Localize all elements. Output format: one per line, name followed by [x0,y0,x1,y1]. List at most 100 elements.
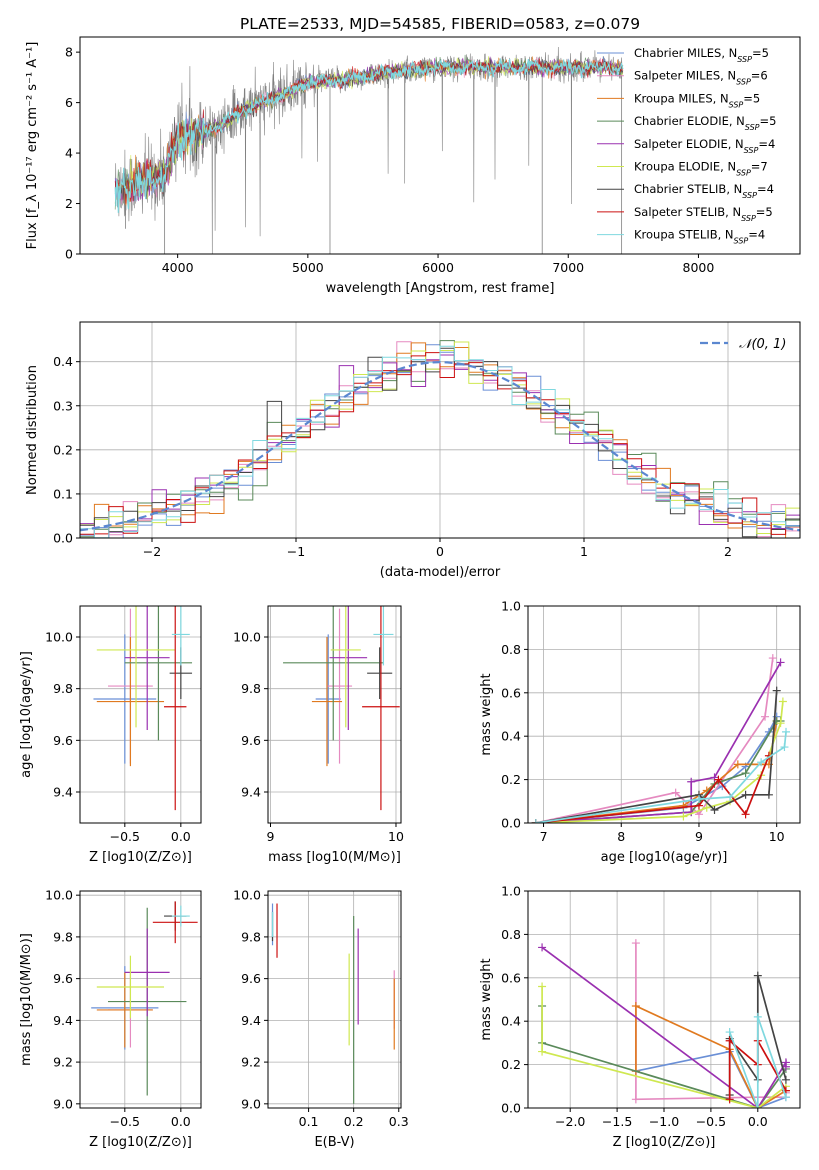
residual-histograms [80,340,800,538]
spectrum-model-line [114,58,624,213]
weight_vs_age-xtick-label: 9 [695,829,703,844]
weight_vs_age-ytick-label: 0.0 [501,816,521,831]
weight_vs_age-series [531,727,791,823]
weight_vs_Z-ytick-label: 1.0 [501,884,521,899]
age_vs_mass-ytick-label: 10.0 [233,630,261,645]
series-marker [710,805,719,814]
weight_vs_Z-ytick-label: 0.8 [501,927,521,942]
spectrum-xtick-label: 4000 [162,260,194,275]
series-line [535,690,778,823]
residual-legend: 𝒩(0, 1) [700,337,786,352]
mass_vs_Z-points [91,901,198,1096]
legend-entry: Kroupa STELIB, NSSP=4 [634,228,765,246]
mass_vs_ebv-border [267,890,402,1109]
age_vs_Z-ytick-label: 9.4 [53,785,73,800]
residuals-ytick-label: 0.0 [53,531,73,546]
mass_vs_Z-ytick-label: 9.0 [53,1096,73,1111]
mass_vs_ebv-ytick-label: 9.0 [241,1096,261,1111]
series-marker [538,1047,547,1056]
series-marker [753,1012,762,1021]
age_vs_Z-ytick-label: 9.6 [53,733,73,748]
series-marker [671,788,680,797]
residuals-xtick-label: 2 [724,544,732,559]
spectrum-xtick-label: 7000 [552,260,584,275]
mass_vs_Z-errorbar [96,955,165,1019]
weight_vs_Z-ylabel: mass weight [479,958,494,1040]
mass_vs_ebv-xtick-label: 0.3 [389,1114,409,1129]
series-marker [757,758,766,767]
age_vs_Z-border [79,605,202,824]
figure-title: PLATE=2533, MJD=54585, FIBERID=0583, z=0… [240,15,640,33]
mass_vs_Z-axes [80,891,201,1108]
mass_vs_Z-frame: −0.5 0.0 9.0 9.2 9.4 9.6 9.8 10.0 Z [log10(Z/Z⊙)… [19,888,202,1150]
mass_vs_ebv-ytick-label: 9.2 [241,1055,261,1070]
age_vs_Z-ytick-label: 9.8 [53,681,73,696]
residuals-ylabel: Normed distribution [25,365,40,495]
series-marker [538,982,547,991]
mass_vs_Z-ytick-label: 9.4 [53,1013,73,1028]
age_vs_mass-errorbar [329,606,368,730]
mass_vs_Z-errorbar [96,972,153,1048]
series-marker [753,971,762,980]
age_vs_mass-points [283,606,400,811]
weight_vs_Z-ytick-label: 0.6 [501,970,521,985]
residuals-ytick-label: 0.1 [53,486,73,501]
residuals-frame: −2 −1 0 1 2 0.0 0.1 0.2 0.3 0.4 (data-model)/error… [25,321,801,580]
mass_vs_ebv-xtick-label: 0.1 [299,1114,319,1129]
age_vs_mass-errorbar [311,637,343,767]
series-marker [631,1095,640,1104]
age_vs_Z-errorbar [171,606,190,666]
spectrum-xtick-label: 6000 [422,260,454,275]
weight_vs_Z-xtick-label: 0.0 [748,1114,768,1129]
residuals-xtick-label: 1 [580,544,588,559]
age_vs_Z-errorbar [124,606,193,741]
spectrum-ylabel: Flux [f_λ 10⁻¹⁷ erg cm⁻² s⁻¹ A⁻¹] [25,42,40,250]
weight_vs_age-ytick-label: 1.0 [501,599,521,614]
series-marker [741,790,750,799]
mass_vs_ebv-ytick-label: 9.6 [241,971,261,986]
mass_vs_Z-ytick-label: 10.0 [45,888,73,903]
series-marker [753,1104,762,1108]
series-marker [679,812,688,821]
age_vs_mass-errorbar [330,606,361,728]
series-marker [741,769,750,778]
series-marker [772,686,781,695]
age_vs_Z-xtick-label: −0.5 [110,829,140,844]
mass_vs_Z-errorbar [124,928,170,1017]
residuals-ytick-label: 0.4 [53,354,73,369]
age_vs_Z-frame: −0.5 0.0 9.4 9.6 9.8 10.0 Z [log10(Z/Z⊙)] age [… [19,605,202,865]
weight_vs_age-lines [531,654,791,823]
legend-entry: Kroupa MILES, NSSP=5 [634,91,760,109]
spectrum-xlabel: wavelength [Angstrom, rest frame] [326,281,555,296]
residual-histogram-step [80,352,800,538]
mass_vs_Z-ytick-label: 9.8 [53,929,73,944]
age_vs_Z-xtick-label: 0.0 [171,829,191,844]
legend-entry: Salpeter MILES, NSSP=6 [634,69,768,87]
mass_vs_Z-ytick-label: 9.6 [53,971,73,986]
weight_vs_Z-lines [538,939,790,1108]
series-marker [778,697,787,706]
weight_vs_age-ytick-label: 0.8 [501,642,521,657]
series-marker [702,803,711,812]
age_vs_Z-errorbar [96,606,176,728]
age_vs_mass-errorbar [367,647,393,699]
series-marker [782,727,791,736]
weight_vs_Z-xlabel: Z [log10(Z/Z⊙)] [613,1135,716,1150]
series-line [541,986,787,1108]
residuals-xtick-label: −2 [143,544,161,559]
weight_vs_Z-xtick-label: −1.5 [602,1114,632,1129]
age_vs_Z-errorbar [124,606,170,730]
mass_vs_Z-ylabel: mass [log10(M/M⊙)] [19,933,34,1066]
weight_vs_Z-ytick-label: 0.2 [501,1057,521,1072]
mass_vs_ebv-frame: 0.1 0.2 0.3 9.0 9.2 9.4 9.6 9.8 10.0 E(B-V) [233,888,409,1150]
weight_vs_age-border [527,605,801,824]
spectrum-legend: Chabrier MILES, NSSP=5 Salpeter MILES, NS… [597,46,776,245]
series-marker [741,810,750,819]
plots-layer: 4000 5000 6000 7000 8000 0 2 4 6 8 wavelength [Ang… [19,36,801,1150]
series-marker [631,1002,640,1011]
weight_vs_Z-xtick-label: −2.0 [555,1114,585,1129]
spectrum-border [79,36,801,255]
age_vs_Z-ytick-label: 10.0 [45,630,73,645]
spectrum-lines [114,46,624,254]
